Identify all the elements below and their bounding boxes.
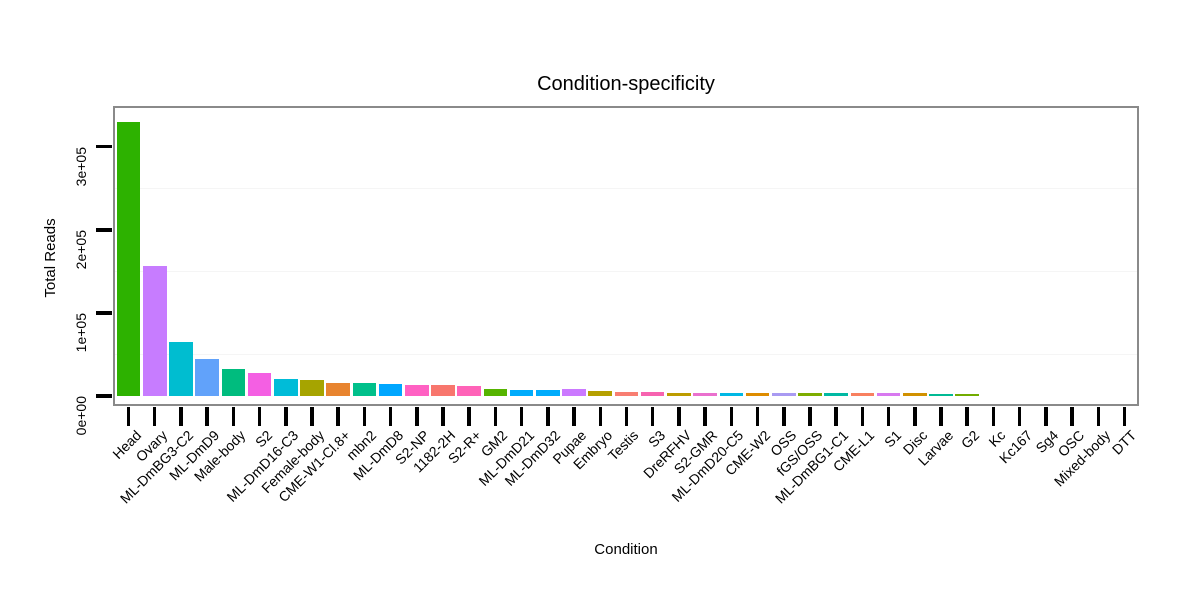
x-tick [991,407,996,426]
x-tick [886,407,891,426]
bar-cme-l1 [850,393,875,396]
x-tick [1070,407,1074,426]
y-tick [96,144,112,149]
x-tick [677,407,681,426]
bar-ovary [142,265,167,396]
bar-drerfhv [667,392,691,396]
plot-title: Condition-specificity [537,73,715,95]
bar-ml-dmd32 [536,390,560,396]
bar-male-body [221,368,246,396]
y-tick [96,311,112,315]
x-axis-title: Condition [594,541,658,558]
x-tick [650,407,655,426]
bar-s1 [876,393,901,396]
x-tick [257,407,262,426]
x-tick [152,407,157,426]
x-tick [415,407,419,426]
minor-gridline [115,188,1137,190]
x-tick [624,407,629,426]
y-tick [96,228,112,232]
x-tick [179,407,183,426]
x-tick [834,407,838,426]
y-axis-title: Total Reads [42,218,59,298]
x-tick [729,407,734,426]
x-tick [939,407,943,426]
x-tick [284,407,288,426]
x-tick [231,407,236,426]
x-tick [546,407,550,426]
x-tick [336,407,340,426]
bar-s3 [640,391,665,396]
bar-ml-dmd21 [509,390,534,396]
bar-1182-2h [431,385,455,396]
minor-gridline [115,271,1137,273]
y-tick [96,394,112,398]
minor-gridline [115,354,1137,356]
x-tick [205,407,209,426]
bar-s2 [247,372,272,396]
x-tick [572,407,576,426]
bar-head [116,121,141,396]
x-tick [965,407,969,426]
bar-embryo [588,391,613,396]
bar-fgs-oss [798,393,822,396]
bar-ml-dmd9 [195,359,219,396]
bar-mbn2 [352,383,377,396]
x-tick [493,407,498,426]
bar-female-body [300,380,324,396]
bar-cme-w2 [745,392,770,396]
bar-s2-r- [457,386,482,396]
x-tick [755,407,760,426]
y-tick-label: 2e+05 [73,229,89,270]
x-tick [782,407,786,426]
bar-pupae [562,388,586,396]
bar-ml-dmd16-c3 [273,378,298,396]
x-tick [1044,407,1048,426]
x-tick [362,407,367,426]
chart-panel [113,106,1139,406]
bar-testis [614,392,639,396]
x-tick [126,407,131,426]
x-tick [913,407,917,426]
bar-s2-np [405,385,429,396]
bar-cme-w1-cl-8- [326,382,350,396]
x-tick [388,407,393,426]
x-tick [1096,407,1101,426]
x-tick [467,407,471,426]
bar-ml-dmbg3-c2 [169,341,193,396]
y-tick-label: 0e+00 [73,396,89,436]
x-tick [1122,407,1127,426]
x-tick [519,407,524,426]
x-tick [441,407,445,426]
bar-ml-dmd20-c5 [719,393,744,396]
bar-disc [903,393,927,396]
x-tick [310,407,314,426]
y-tick-label: 3e+05 [73,146,89,187]
x-tick [703,407,707,426]
bar-g2 [955,393,979,396]
bar-s2-gmr [693,392,717,396]
x-tick [1017,407,1022,426]
x-tick [860,407,865,426]
x-tick [598,407,603,426]
bar-ml-dmbg1-c1 [824,393,848,396]
bar-larvae [929,393,953,396]
x-tick [808,407,812,426]
y-tick-label: 1e+05 [73,312,89,353]
bar-ml-dmd8 [378,384,403,396]
bar-gm2 [483,389,508,396]
bar-oss [771,393,796,396]
